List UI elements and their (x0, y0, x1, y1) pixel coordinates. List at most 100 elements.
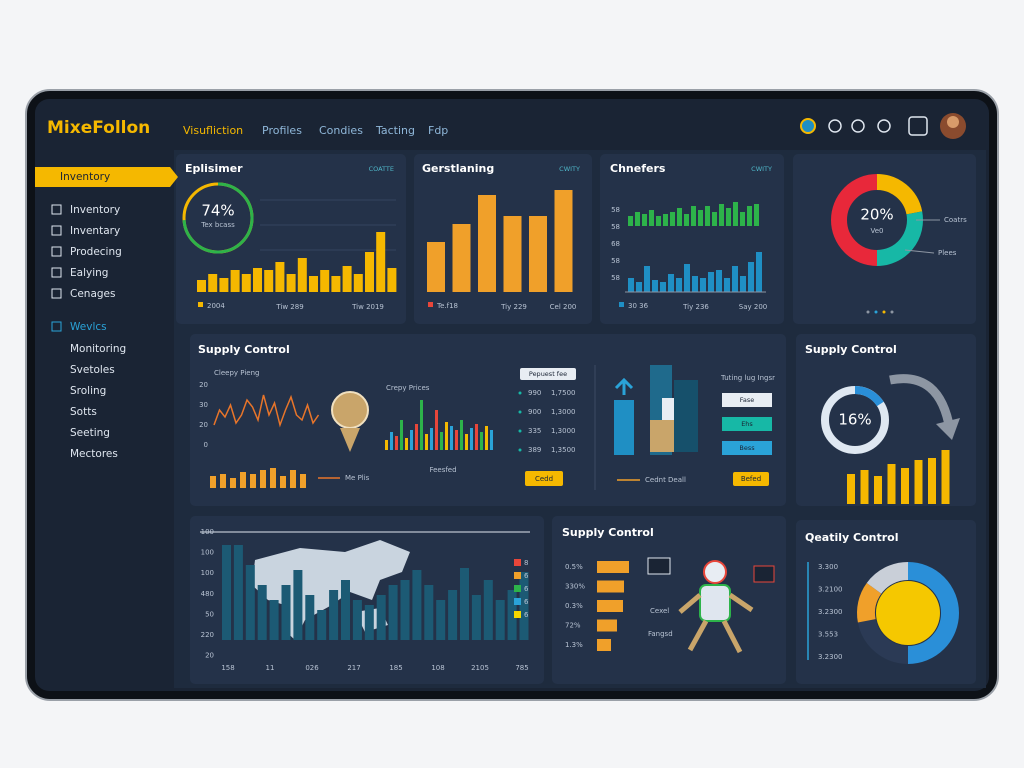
sidebar-item[interactable]: Sotts (70, 406, 97, 418)
legend-swatch (514, 559, 521, 566)
icon (51, 204, 62, 215)
bar (698, 210, 703, 226)
sidebar-item[interactable]: Inventory (70, 204, 120, 216)
y-label: 100 (201, 549, 214, 557)
bar (628, 278, 634, 292)
icon[interactable] (828, 119, 842, 133)
icon[interactable] (800, 118, 816, 134)
panel-title: Eplisimer (185, 162, 243, 175)
bar (708, 272, 714, 292)
arrow-head (936, 418, 960, 440)
sidebar-item[interactable]: Prodecing (70, 246, 122, 258)
sidebar-item[interactable]: Ealying (70, 267, 108, 279)
bar (400, 420, 403, 450)
segment (857, 618, 909, 664)
chip[interactable] (722, 417, 772, 431)
chip-label[interactable]: Ehs (741, 420, 753, 428)
bar (300, 474, 306, 488)
selected-tip (170, 167, 178, 187)
legend-swatch (198, 302, 203, 307)
icon[interactable] (851, 119, 865, 133)
chip[interactable] (722, 393, 772, 407)
y-label: 220 (201, 631, 214, 639)
chip[interactable] (722, 441, 772, 455)
pager-dot[interactable] (874, 310, 878, 314)
sidebar-item[interactable]: Seeting (70, 427, 110, 439)
bar (740, 276, 746, 292)
sidebar-item[interactable]: Sroling (70, 385, 106, 397)
ring-arc (854, 386, 884, 407)
nav-item[interactable]: Fdp (428, 124, 448, 137)
bar (290, 470, 296, 488)
bar (724, 278, 730, 292)
bar (412, 570, 422, 640)
panel (190, 334, 786, 506)
caption: Cexel (650, 607, 669, 615)
chip-label[interactable]: Bess (739, 444, 755, 452)
pie-center (876, 581, 940, 645)
button-label[interactable]: Befed (741, 475, 761, 483)
y-label: 58 (611, 206, 620, 214)
icon[interactable] (908, 116, 928, 136)
legend-label: 6 (524, 572, 529, 580)
nav-item[interactable]: Condies (319, 124, 363, 137)
sidebar-section[interactable]: Wevlcs (70, 321, 107, 333)
bar (260, 470, 266, 488)
nav-item[interactable]: Profiles (262, 124, 302, 137)
y-label: 20 (199, 421, 208, 429)
bar (887, 464, 896, 504)
icon (51, 246, 62, 257)
donut-caption: Ve0 (870, 227, 883, 235)
bar (740, 212, 745, 226)
bar (597, 561, 629, 573)
button[interactable] (733, 472, 769, 486)
bar (716, 270, 722, 292)
selected-item[interactable] (35, 167, 170, 187)
chip-label[interactable]: Fase (740, 396, 755, 404)
x-label: Tiy 236 (682, 303, 709, 311)
bar (700, 278, 706, 292)
illustration (614, 365, 698, 455)
y-label: 100 (201, 528, 214, 536)
robot-illustration (647, 557, 775, 654)
sidebar-item[interactable]: Monitoring (70, 343, 126, 355)
bar (732, 266, 738, 292)
selected-label[interactable]: Inventory (60, 171, 110, 183)
sidebar-item[interactable]: Svetoles (70, 364, 115, 376)
legend-label: 6 (524, 611, 529, 619)
chart-caption: Feesfed (429, 466, 456, 474)
sidebar-item[interactable]: Inventary (70, 225, 120, 237)
value-label: 3.300 (818, 563, 838, 571)
bar (385, 440, 388, 450)
button-label[interactable]: Cedd (535, 475, 553, 483)
bar (275, 262, 285, 292)
bar (928, 458, 936, 504)
nav-item[interactable]: Tacting (375, 124, 415, 137)
legend-label: 6 (524, 585, 529, 593)
y-label: 20 (199, 381, 208, 389)
value-label: 3.2300 (818, 653, 843, 661)
pager-dot[interactable] (890, 310, 894, 314)
pager-dot[interactable] (882, 310, 886, 314)
y-label: 30 (199, 401, 208, 409)
bar (660, 282, 666, 292)
bar (684, 264, 690, 292)
bar (353, 274, 363, 292)
pager-dot[interactable] (866, 310, 870, 314)
icon[interactable] (877, 119, 891, 133)
caption: Fangsd (648, 630, 673, 638)
bar (420, 400, 423, 450)
ring-label: 74% (201, 202, 234, 220)
nav-item[interactable]: Visufliction (183, 124, 243, 137)
panel (176, 154, 406, 324)
bar (435, 410, 438, 450)
sidebar-item[interactable]: Cenages (70, 288, 115, 300)
button[interactable] (525, 471, 563, 486)
bar (597, 580, 624, 593)
medallion-pin (340, 428, 360, 452)
bar (286, 274, 296, 292)
bar (691, 206, 696, 226)
sidebar-item[interactable]: Mectores (70, 448, 118, 460)
header-icons (800, 113, 966, 139)
